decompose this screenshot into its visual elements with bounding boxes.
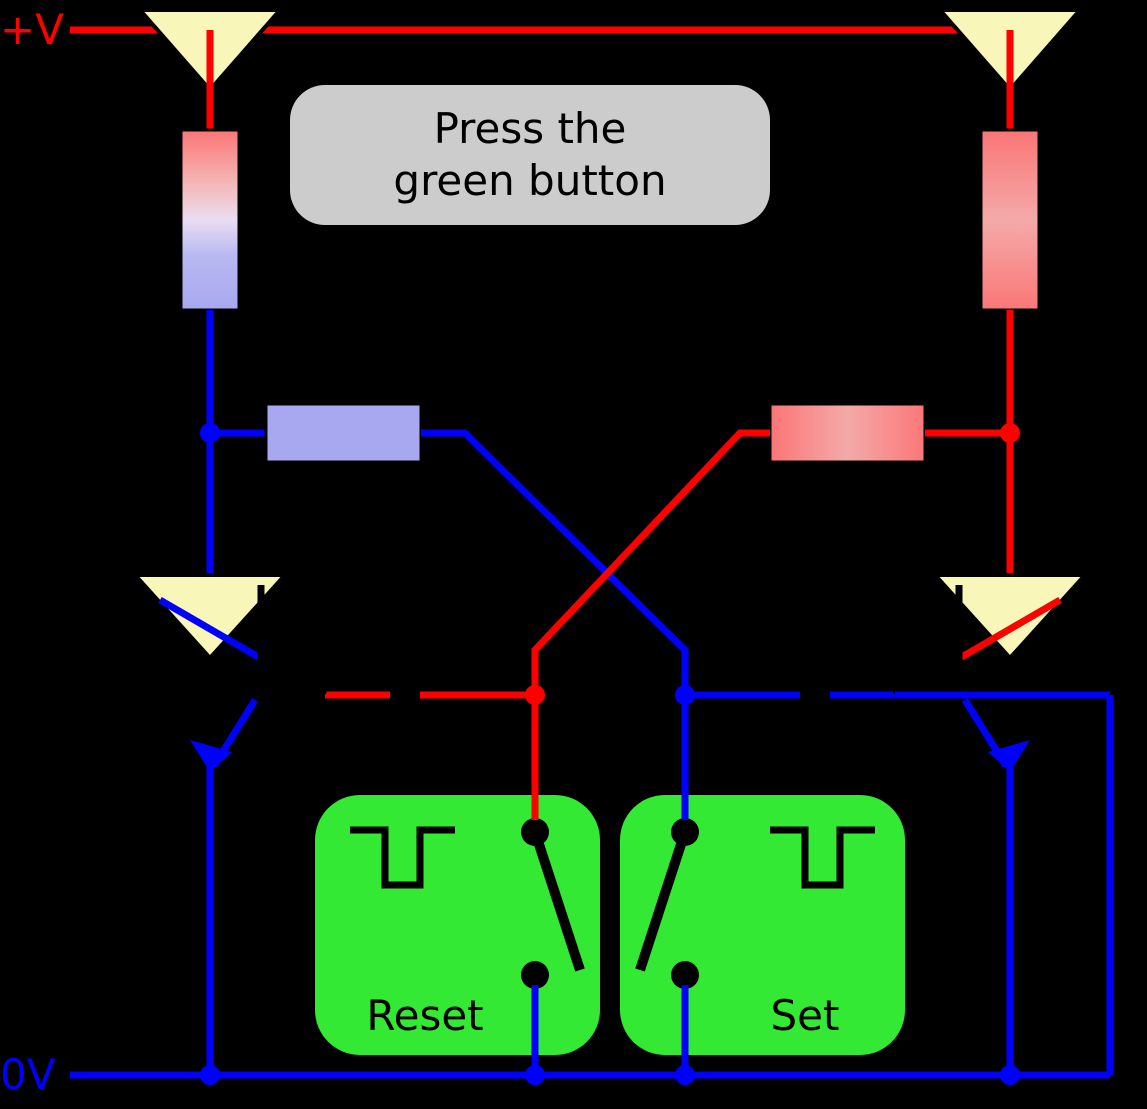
reset-switch-bot — [521, 961, 549, 989]
banner-line1: Press the — [434, 104, 627, 153]
rail-bottom-label: 0V — [0, 1050, 56, 1099]
rail-top-label: +V — [0, 5, 64, 54]
banner-line2: green button — [393, 156, 666, 205]
reset-button[interactable]: Reset — [315, 795, 600, 1055]
resistor-left-vertical — [181, 130, 239, 310]
resistor-left-horizontal — [266, 404, 421, 462]
flipflop-diagram: +V Press the green button — [0, 0, 1147, 1109]
node-bot-3 — [675, 1065, 695, 1085]
set-label: Set — [771, 991, 840, 1040]
set-switch-bot — [671, 961, 699, 989]
node-bot-1 — [200, 1065, 220, 1085]
node-bot-2 — [525, 1065, 545, 1085]
resistor-right-horizontal — [770, 404, 925, 462]
reset-label: Reset — [366, 991, 483, 1040]
resistor-right-vertical — [981, 130, 1039, 310]
set-button[interactable]: Set — [620, 795, 905, 1055]
node-bot-4 — [1000, 1065, 1020, 1085]
